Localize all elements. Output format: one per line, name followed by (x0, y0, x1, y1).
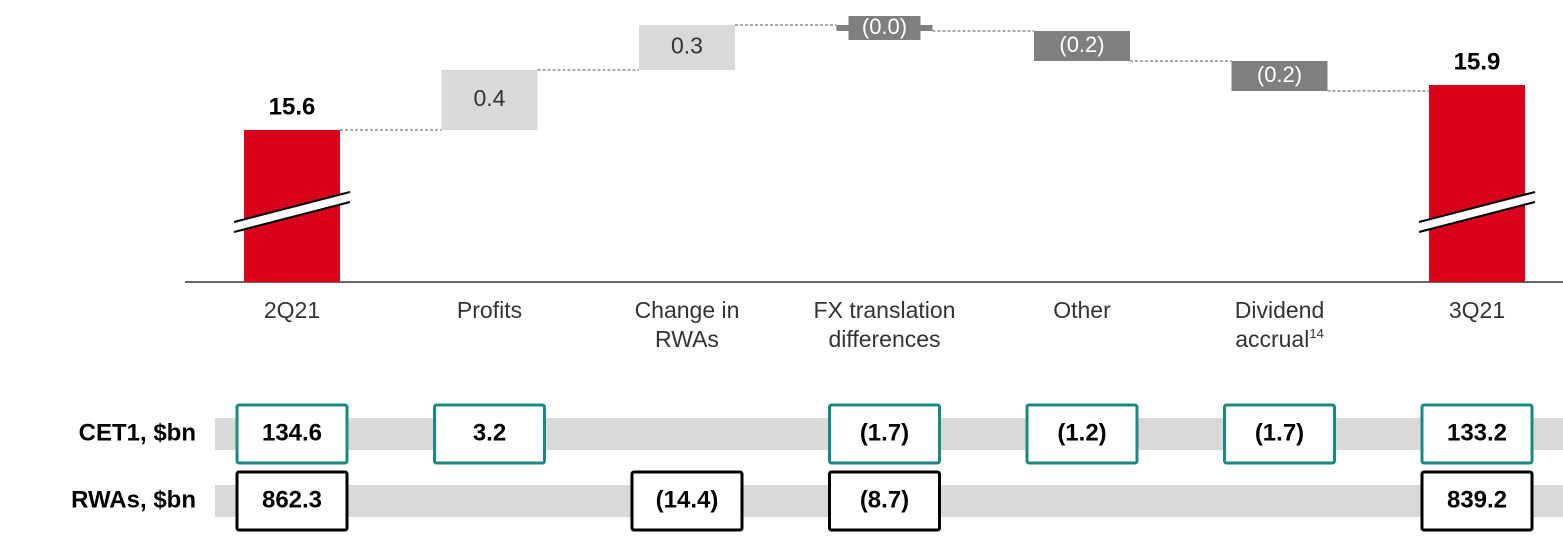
cell-box (630, 470, 744, 532)
label-box (1243, 64, 1316, 88)
category-text: Change in RWAs (634, 297, 740, 352)
cell-box (433, 403, 546, 465)
cell-box (235, 403, 349, 465)
cell-value: 862.3 (262, 486, 322, 513)
axis-break-line (233, 191, 351, 223)
category-label: Dividend accrual14 (1215, 296, 1345, 354)
label-box (1046, 34, 1118, 58)
cell-value: (14.4) (656, 486, 719, 513)
category-label: Other (997, 296, 1167, 325)
cell-box (828, 470, 941, 532)
value-label: 15.6 (269, 93, 316, 120)
category-label: FX translation differences (800, 296, 970, 354)
cell-box (1420, 403, 1534, 465)
cell-value: (8.7) (860, 486, 909, 513)
cell-box (1025, 403, 1139, 465)
row-label: RWAs, $bn (71, 486, 196, 513)
bar (441, 70, 538, 130)
cell-value: 3.2 (473, 419, 506, 446)
cell-value: (1.2) (1057, 419, 1106, 446)
cell-box (1223, 403, 1336, 465)
cell-value: 839.2 (1447, 486, 1507, 513)
label-box (848, 16, 921, 40)
value-label: 0.4 (474, 85, 506, 111)
category-label: Change in RWAs (622, 296, 752, 354)
axis-break-line (233, 201, 351, 233)
category-label: Profits (405, 296, 575, 325)
axis-break-line (1418, 201, 1536, 233)
value-label: (0.2) (1059, 32, 1104, 57)
axis-break (234, 192, 350, 232)
cell-value: (1.7) (1255, 419, 1304, 446)
cell-box (235, 470, 349, 532)
category-text: 3Q21 (1448, 297, 1506, 323)
value-label: (0.2) (1257, 62, 1302, 87)
category-text: FX translation differences (813, 297, 956, 352)
footnote-ref: 14 (1309, 326, 1324, 341)
value-label: 15.9 (1454, 48, 1501, 75)
cell-value: 134.6 (262, 419, 322, 446)
bar (1429, 85, 1525, 282)
axis-break-line (1418, 191, 1536, 223)
cell-box (828, 403, 941, 465)
category-text: Profits (456, 297, 523, 323)
cell-value: 133.2 (1447, 419, 1507, 446)
category-text: 2Q21 (263, 297, 321, 323)
value-label: (0.0) (862, 14, 907, 39)
row-label: CET1, $bn (79, 419, 196, 446)
value-label: 0.3 (671, 33, 703, 59)
cell-box (1420, 470, 1534, 532)
category-text: Dividend accrual (1234, 297, 1325, 352)
bar (639, 25, 735, 70)
axis-break (1419, 192, 1535, 232)
category-label: 2Q21 (207, 296, 377, 325)
cell-value: (1.7) (860, 419, 909, 446)
category-label: 3Q21 (1392, 296, 1562, 325)
category-text: Other (1053, 297, 1111, 323)
